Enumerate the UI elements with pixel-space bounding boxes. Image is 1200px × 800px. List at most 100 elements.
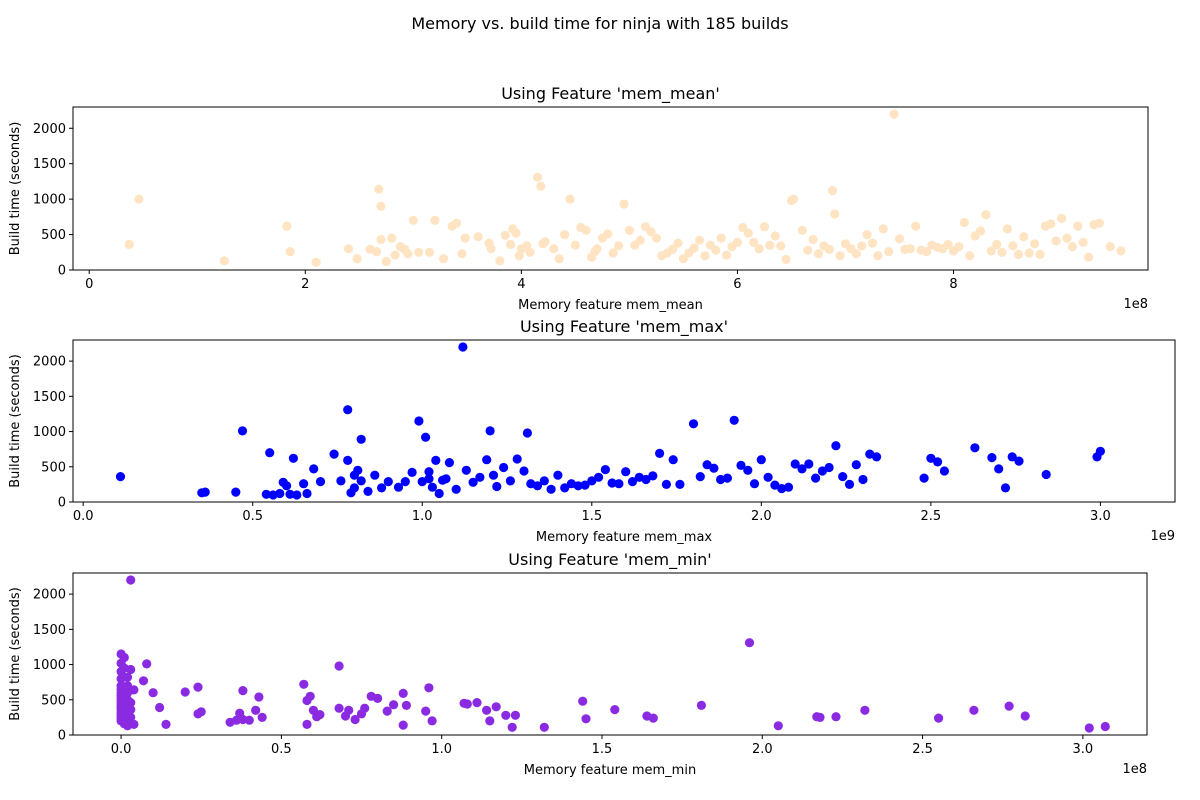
x-axis-label: Memory feature mem_mean: [518, 298, 703, 313]
data-point: [1014, 456, 1024, 466]
y-tick-label: 500: [41, 693, 66, 708]
data-point: [608, 248, 618, 258]
data-point: [398, 688, 408, 699]
data-point: [282, 481, 292, 491]
data-point: [540, 237, 550, 247]
data-point: [831, 712, 841, 722]
data-point: [581, 714, 591, 724]
data-point: [943, 239, 953, 250]
data-point: [462, 699, 472, 709]
data-point: [265, 448, 275, 458]
data-point: [603, 229, 613, 239]
data-point: [148, 688, 158, 698]
data-point: [1013, 249, 1024, 259]
data-point: [844, 479, 855, 489]
data-point: [334, 661, 344, 671]
data-point: [573, 481, 583, 491]
data-point: [688, 419, 699, 429]
data-point: [451, 218, 462, 228]
data-point: [560, 230, 570, 240]
y-axis-label: Build time (seconds): [8, 587, 23, 721]
data-point: [390, 250, 400, 260]
data-point: [315, 710, 325, 720]
data-point: [648, 471, 658, 481]
data-point: [408, 215, 418, 225]
data-point: [1000, 483, 1011, 493]
data-point: [373, 693, 383, 704]
y-tick-label: 500: [41, 228, 66, 243]
data-point: [919, 473, 929, 483]
y-axis-label: Build time (seconds): [8, 122, 23, 256]
data-point: [614, 241, 624, 251]
data-point: [813, 249, 824, 259]
data-point: [458, 342, 468, 352]
data-point: [299, 679, 309, 689]
data-point: [592, 244, 602, 254]
x-tick-label: 3.0: [1090, 509, 1111, 524]
data-point: [549, 244, 559, 254]
data-point: [965, 251, 975, 261]
data-point: [424, 247, 435, 257]
data-point: [1041, 469, 1051, 480]
data-point: [315, 477, 326, 487]
data-point: [424, 683, 434, 693]
data-point: [1020, 711, 1030, 721]
data-point: [285, 489, 295, 499]
data-point: [600, 465, 611, 475]
data-point: [808, 234, 818, 245]
data-point: [238, 686, 248, 696]
data-point: [770, 480, 780, 490]
x-tick-label: 0.0: [111, 742, 132, 757]
data-point: [668, 455, 678, 465]
data-point: [627, 477, 638, 487]
data-point: [282, 221, 292, 231]
data-point: [486, 244, 496, 254]
data-point: [635, 235, 645, 245]
x-tick-label: 6: [733, 277, 741, 292]
data-point: [695, 235, 705, 245]
axes-frame: [72, 106, 1149, 271]
data-point: [533, 172, 543, 182]
data-point: [519, 466, 529, 476]
data-point: [434, 488, 444, 499]
data-point: [261, 489, 271, 499]
x-axis-offset-label: 1e8: [1123, 297, 1148, 312]
data-point: [872, 452, 882, 462]
data-point: [522, 428, 533, 438]
data-point: [343, 244, 354, 254]
data-point: [827, 186, 838, 196]
data-point: [285, 247, 295, 257]
data-point: [646, 227, 656, 237]
x-tick-label: 0.5: [271, 742, 292, 757]
data-point: [134, 194, 144, 204]
x-tick-label: 0.5: [242, 509, 263, 524]
data-point: [1035, 249, 1045, 259]
data-point: [461, 465, 471, 475]
data-point: [776, 241, 786, 251]
y-tick-label: 2000: [33, 122, 66, 137]
data-point: [505, 476, 515, 486]
data-point: [722, 250, 732, 260]
subplot-1: 0 2 4 6 8 0 500 1000 1500 2000 Using Feature 'mem_…: [8, 84, 1149, 313]
data-point: [460, 233, 470, 243]
data-point: [878, 224, 888, 234]
data-point: [506, 239, 516, 250]
y-tick-label: 1500: [33, 623, 66, 638]
data-point: [992, 239, 1002, 250]
data-point: [403, 249, 413, 259]
data-point: [334, 703, 344, 713]
data-point: [275, 488, 285, 499]
data-point: [790, 459, 800, 469]
data-point: [933, 457, 943, 467]
y-tick-label: 1500: [33, 390, 66, 405]
data-point: [439, 254, 449, 264]
data-point: [546, 484, 556, 494]
data-point: [485, 426, 495, 436]
data-point: [838, 472, 848, 482]
data-point: [986, 246, 996, 256]
data-point: [749, 237, 759, 247]
scatter-points: [116, 575, 1110, 733]
data-point: [427, 716, 437, 726]
data-point: [219, 256, 229, 266]
y-tick-label: 2000: [33, 355, 66, 370]
